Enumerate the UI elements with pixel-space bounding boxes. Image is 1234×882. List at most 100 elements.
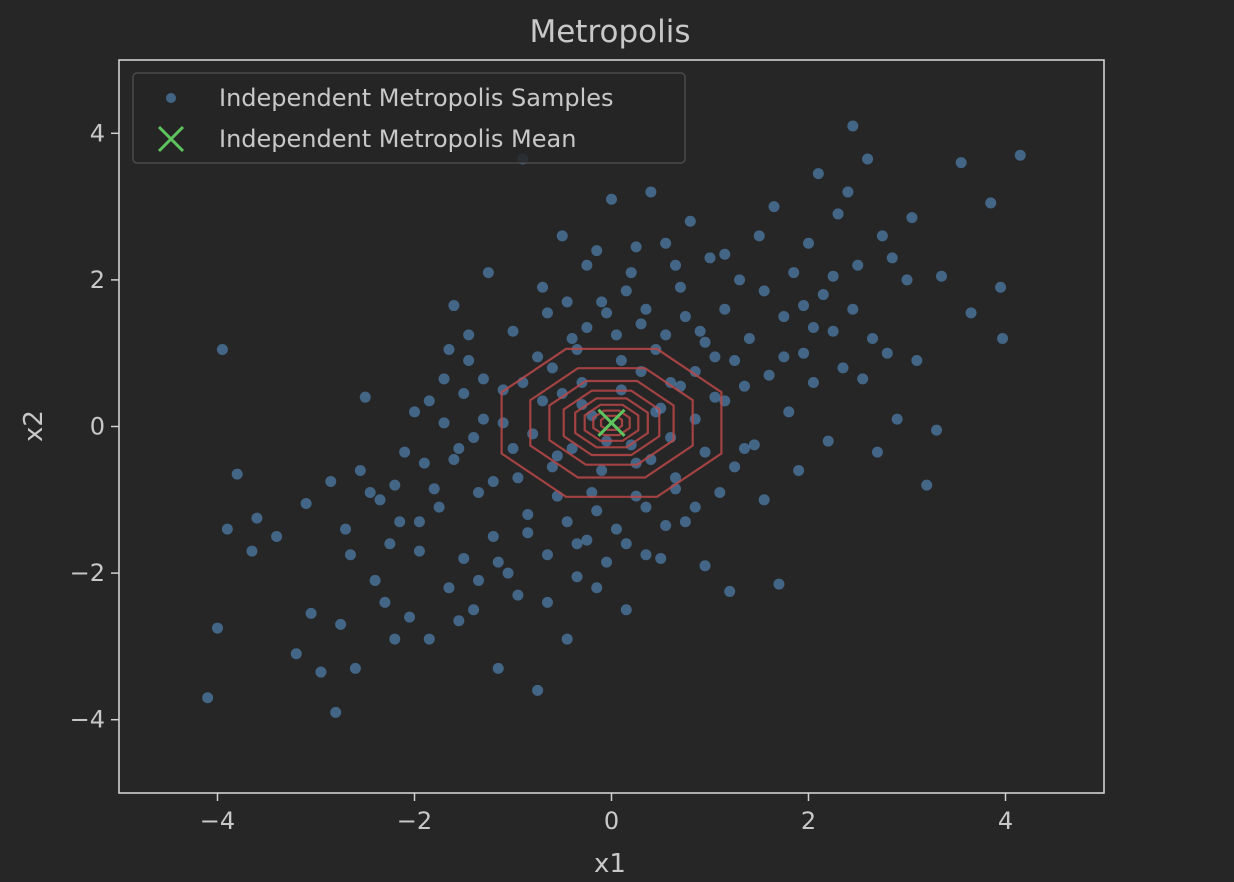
sample-point: [719, 248, 731, 260]
sample-point: [522, 527, 534, 539]
sample-point: [571, 538, 583, 550]
density-contour: [548, 379, 675, 466]
density-contour: [500, 347, 723, 498]
sample-point: [660, 519, 672, 531]
x-tick-label: −4: [200, 807, 235, 835]
sample-point: [354, 464, 366, 476]
sample-point: [847, 303, 859, 315]
sample-point: [468, 431, 480, 443]
density-contour: [599, 414, 624, 431]
sample-point: [507, 325, 519, 337]
sample-point: [748, 439, 760, 451]
sample-point: [734, 274, 746, 286]
sample-point: [640, 501, 652, 513]
sample-point: [532, 351, 544, 363]
y-tick-label: 0: [90, 413, 105, 441]
sample-point: [689, 413, 701, 425]
x-tick-label: 4: [998, 807, 1013, 835]
sample-point: [709, 391, 721, 403]
sample-point: [473, 574, 485, 586]
sample-point: [448, 300, 460, 312]
sample-point: [202, 692, 214, 704]
sample-point: [359, 391, 371, 403]
sample-point: [596, 464, 608, 476]
sample-point: [729, 461, 741, 473]
density-contour: [529, 367, 694, 479]
sample-point: [443, 344, 455, 356]
sample-point: [453, 615, 465, 627]
legend-mean-marker: [157, 125, 185, 153]
y-tick-label: −4: [70, 706, 105, 734]
sample-point: [803, 237, 814, 249]
sample-point: [738, 380, 750, 392]
sample-point: [541, 549, 553, 561]
sample-point: [822, 435, 834, 447]
sample-point: [699, 560, 711, 572]
sample-point: [660, 237, 672, 249]
sample-point: [394, 516, 406, 528]
sample-point: [901, 274, 913, 286]
sample-point: [290, 648, 302, 660]
sample-point: [379, 596, 391, 608]
sample-point: [738, 442, 750, 454]
sample-point: [482, 267, 494, 279]
y-tick-label: −2: [70, 559, 105, 587]
sample-point: [507, 442, 519, 454]
sample-point: [768, 201, 780, 213]
sample-point: [591, 582, 603, 594]
sample-point: [724, 585, 736, 597]
legend-samples-label: Independent Metropolis Samples: [219, 84, 614, 112]
sample-point: [463, 329, 475, 341]
sample-point: [635, 318, 647, 330]
sample-point: [409, 406, 420, 418]
x-tick-label: 2: [801, 807, 816, 835]
sample-point: [985, 197, 997, 209]
sample-point: [837, 362, 849, 374]
chart-title: Metropolis: [529, 14, 690, 50]
sample-point: [532, 684, 544, 696]
sample-point: [921, 479, 933, 491]
sample-point: [522, 508, 534, 520]
sample-point: [453, 442, 465, 454]
sample-point: [655, 402, 667, 414]
density-contour: [562, 389, 661, 457]
sample-point: [581, 534, 593, 546]
sample-point: [606, 193, 617, 205]
sample-point: [335, 618, 347, 630]
sample-point: [487, 475, 499, 487]
density-contour: [574, 397, 649, 449]
sample-point: [438, 417, 450, 429]
sample-point: [561, 516, 573, 528]
sample-point: [886, 252, 898, 264]
sample-point: [955, 157, 967, 169]
sample-point: [684, 215, 696, 227]
sample-point: [423, 633, 435, 645]
sample-point: [586, 486, 598, 498]
sample-point: [221, 523, 233, 535]
sample-point: [660, 329, 672, 341]
legend-mean-label: Independent Metropolis Mean: [219, 125, 576, 153]
sample-point: [477, 413, 489, 425]
sample-point: [399, 446, 411, 458]
sample-point: [428, 483, 440, 495]
sample-point: [719, 303, 731, 315]
sample-point: [758, 494, 770, 506]
sample-point: [862, 153, 874, 165]
sample-point: [561, 633, 573, 645]
sample-point: [497, 417, 509, 429]
sample-point: [591, 505, 603, 517]
plot-area: [202, 120, 1026, 718]
sample-point: [995, 281, 1007, 293]
sample-point: [556, 230, 568, 242]
sample-point: [689, 501, 701, 513]
sample-point: [699, 446, 711, 458]
y-tick-label: 4: [90, 119, 105, 147]
sample-point: [645, 186, 657, 198]
sample-point: [443, 582, 455, 594]
sample-point: [640, 549, 652, 561]
sample-point: [610, 329, 622, 341]
sample-point: [798, 300, 810, 312]
sample-point: [344, 549, 356, 561]
sample-point: [640, 303, 652, 315]
sample-point: [216, 344, 228, 356]
